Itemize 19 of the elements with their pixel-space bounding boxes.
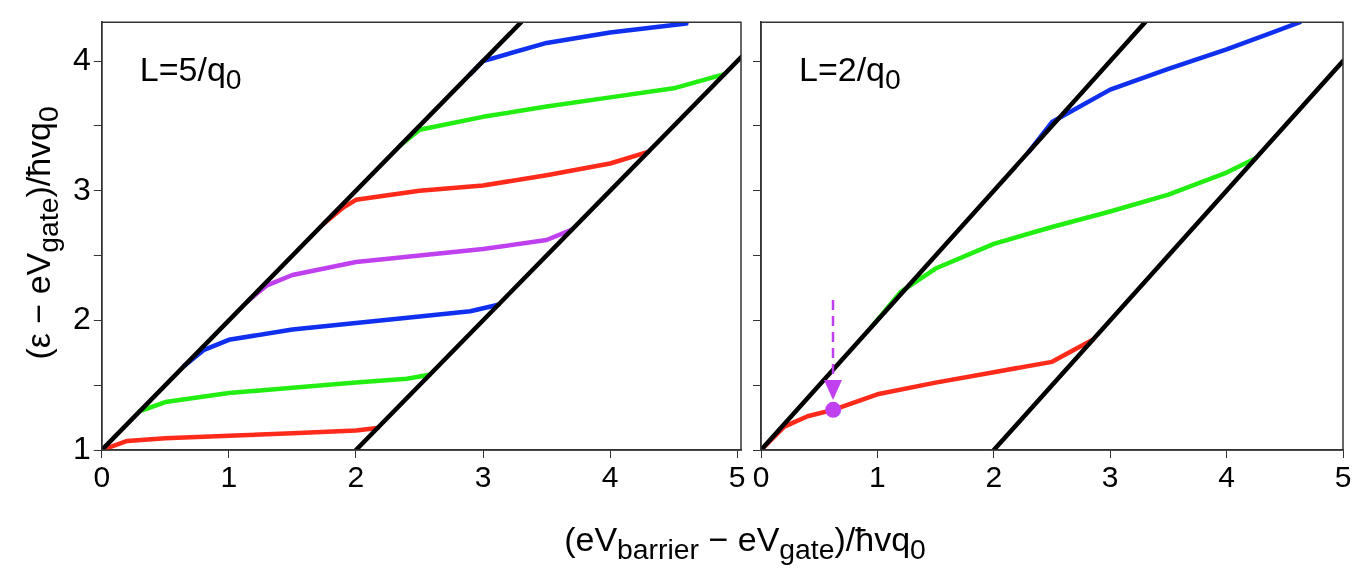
y-tick-label: 1 bbox=[73, 429, 91, 466]
x-axis-title: (eV$_{barrier}$ − eV$_{gate}$)/ħvq$_{0}$ bbox=[563, 520, 927, 566]
x-tick-label: 0 bbox=[752, 460, 770, 494]
x-tick-label: 4 bbox=[601, 460, 619, 494]
x-tick-label: 3 bbox=[1101, 460, 1119, 494]
x-tick-label: 3 bbox=[474, 460, 492, 494]
x-tick-label: 5 bbox=[728, 460, 746, 494]
x-tick-label: 1 bbox=[869, 460, 886, 494]
x-tick-label: 2 bbox=[985, 460, 1003, 494]
x-tick-label: 0 bbox=[93, 460, 111, 494]
x-tick-label: 1 bbox=[220, 460, 238, 494]
annotation: L=2/q$_{0}$ bbox=[799, 50, 901, 96]
y-tick-label: 4 bbox=[73, 40, 91, 77]
annotation: L=5/q$_{0}$ bbox=[139, 50, 242, 96]
x-tick-label: 4 bbox=[1218, 460, 1235, 494]
y-tick-label: 2 bbox=[73, 300, 91, 337]
x-tick-label: 5 bbox=[1334, 460, 1352, 494]
x-tick-label: 2 bbox=[347, 460, 365, 494]
y-tick-label: 3 bbox=[73, 170, 91, 207]
